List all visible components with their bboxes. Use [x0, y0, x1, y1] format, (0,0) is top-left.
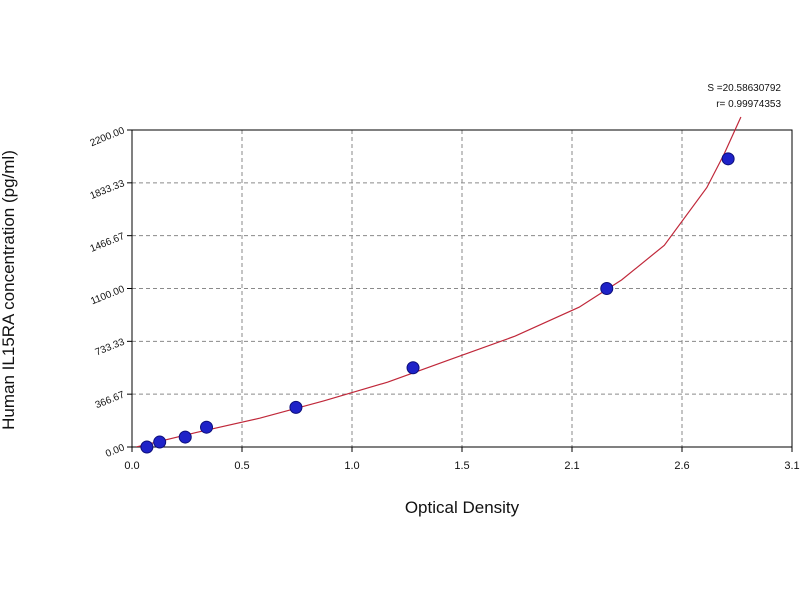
fit-curve: [136, 116, 742, 447]
data-point: [406, 361, 420, 375]
x-axis-title: Optical Density: [405, 498, 520, 517]
grid-layer: [132, 130, 792, 447]
x-tick-label: 1.0: [344, 460, 359, 472]
stat-r-value: r= 0.99974353: [716, 99, 781, 110]
data-point: [140, 440, 154, 454]
data-point: [178, 430, 192, 444]
stat-s-value: S =20.58630792: [707, 83, 781, 94]
data-point: [153, 435, 167, 449]
y-axis-title: Human IL15RA concentration (pg/ml): [0, 150, 18, 430]
data-points: [140, 152, 735, 454]
data-point: [289, 400, 303, 414]
tick-layer: [127, 129, 793, 452]
data-point: [721, 152, 735, 166]
data-point: [600, 282, 614, 295]
x-tick-label: 0.0: [124, 460, 139, 472]
x-tick-label: 0.5: [234, 460, 249, 472]
x-tick-label: 2.6: [674, 460, 689, 472]
x-tick-labels: 0.0 0.5 1.0 1.5 2.1 2.6 3.1: [124, 460, 799, 472]
x-tick-label: 3.1: [784, 460, 799, 472]
data-point: [200, 420, 214, 434]
x-tick-label: 2.1: [564, 460, 579, 472]
x-tick-label: 1.5: [454, 460, 469, 472]
